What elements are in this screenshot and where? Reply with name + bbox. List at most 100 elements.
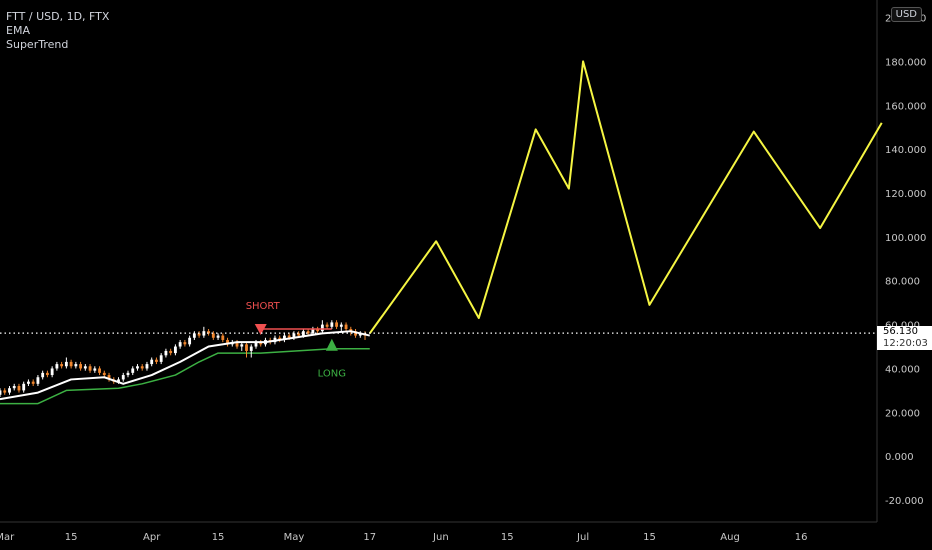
indicator-ema-label[interactable]: EMA <box>6 24 30 37</box>
candle <box>339 322 343 332</box>
candle <box>150 357 154 367</box>
candle <box>64 357 68 369</box>
x-tick-label: Aug <box>720 532 740 543</box>
candle-body <box>45 372 49 376</box>
candle-body <box>136 366 139 369</box>
candle <box>45 370 49 378</box>
candle-body <box>197 333 201 336</box>
candle <box>31 379 35 387</box>
y-tick-label: 40.000 <box>885 364 920 375</box>
candle <box>102 370 106 378</box>
candle-body <box>31 381 35 384</box>
long-signal-marker <box>325 338 338 351</box>
candle-body <box>188 337 192 345</box>
candle-body <box>216 335 220 338</box>
candle <box>197 331 201 338</box>
ema-path <box>0 330 370 401</box>
candle <box>306 328 310 336</box>
candle-body <box>358 333 362 336</box>
candle-body <box>192 333 196 338</box>
candle <box>36 375 40 387</box>
candle-body <box>254 342 258 347</box>
candle-body <box>60 364 64 367</box>
candle-body <box>173 346 177 354</box>
candle <box>69 359 73 369</box>
candle-body <box>93 368 97 371</box>
candle-body <box>164 350 168 356</box>
x-tick-label: Jun <box>432 532 449 543</box>
candle <box>155 357 158 365</box>
candle <box>245 342 248 358</box>
candle-body <box>344 324 348 329</box>
projection-path <box>368 60 883 334</box>
candle <box>226 337 229 347</box>
candle-body <box>178 342 182 347</box>
candle <box>221 333 225 343</box>
candle <box>140 364 144 371</box>
x-tick-label: Jul <box>576 532 589 543</box>
candle-body <box>17 386 21 391</box>
candle <box>164 348 168 358</box>
candle-body <box>55 364 59 369</box>
candle <box>207 328 211 336</box>
candle-body <box>306 331 310 334</box>
y-tick-label: 160.000 <box>885 101 926 112</box>
candle-body <box>98 368 101 373</box>
candle-body <box>301 331 305 336</box>
candle-body <box>150 359 154 365</box>
candle <box>283 333 286 343</box>
candle-body <box>211 333 215 338</box>
candle-body <box>27 381 30 384</box>
candle <box>358 331 362 338</box>
symbol-title[interactable]: FTT / USD, 1D, FTX <box>6 10 110 23</box>
candle-body <box>22 383 26 391</box>
candle <box>330 320 334 329</box>
candle <box>60 361 64 369</box>
candle <box>188 335 192 347</box>
candle <box>88 364 92 373</box>
candle-body <box>159 355 163 362</box>
candle-body <box>3 390 7 393</box>
candle-body <box>283 335 286 340</box>
candle-body <box>240 344 244 347</box>
candle <box>8 386 11 395</box>
short-signal-marker <box>254 323 267 335</box>
y-tick-label: 100.000 <box>885 233 926 244</box>
candle <box>55 361 59 371</box>
candle <box>83 364 87 371</box>
candle-body <box>126 372 130 376</box>
bar-countdown: 12:20:03 <box>883 338 928 350</box>
candle <box>27 379 30 387</box>
y-tick-label: 0.000 <box>885 452 914 463</box>
candle-body <box>320 324 324 332</box>
candle <box>12 383 16 391</box>
indicator-supertrend-label[interactable]: SuperTrend <box>6 38 69 51</box>
candle-body <box>183 342 187 345</box>
candle-body <box>292 333 296 338</box>
candle <box>335 320 339 329</box>
candle-body <box>50 368 54 376</box>
candle <box>183 339 187 347</box>
candle-body <box>311 328 315 334</box>
candle-body <box>74 364 78 367</box>
candle-body <box>41 372 45 378</box>
candle <box>202 326 206 338</box>
candle-body <box>64 361 68 367</box>
candle-body <box>121 375 125 380</box>
candle-body <box>297 333 301 336</box>
candle <box>98 366 101 376</box>
currency-button[interactable]: USD <box>890 7 922 22</box>
long-signal-label: LONG <box>318 369 346 380</box>
candle-body <box>207 331 211 334</box>
candle <box>278 335 282 343</box>
candle-body <box>339 324 343 327</box>
y-tick-label: -20.000 <box>885 496 924 507</box>
candle <box>316 326 320 334</box>
candle-body <box>131 368 135 373</box>
price-axis[interactable]: -20.0000.00020.00040.00060.00080.000100.… <box>876 0 926 522</box>
signal-markers: SHORT LONG <box>246 301 346 380</box>
candle-body <box>145 364 149 369</box>
time-axis[interactable]: Mar 15 Apr 15 May 17 Jun 15 Jul 15 Aug 16 <box>0 521 877 543</box>
candle <box>240 342 244 351</box>
